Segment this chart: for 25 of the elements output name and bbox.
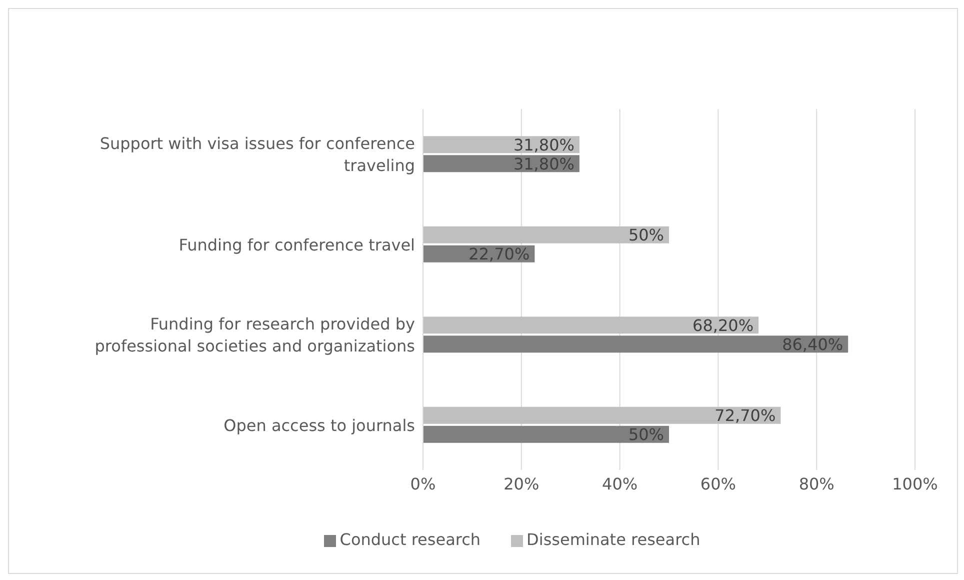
y-tick-label: Funding for conference travel bbox=[178, 234, 415, 254]
bar bbox=[423, 426, 669, 443]
bar bbox=[423, 316, 759, 334]
y-tick-label: Funding for research provided by professional societies and organizations bbox=[94, 314, 415, 356]
y-tick-label: Open access to journals bbox=[224, 415, 415, 434]
x-tick-label: 100% bbox=[892, 474, 938, 494]
x-tick-label: 80% bbox=[798, 474, 834, 494]
x-tick-label: 0% bbox=[410, 474, 436, 494]
y-tick-label: Support with visa issues for conference traveling bbox=[100, 134, 415, 175]
data-label: 68,20% bbox=[692, 316, 754, 335]
x-tick-label: 40% bbox=[602, 474, 638, 494]
bar bbox=[423, 226, 669, 244]
legend-label: Conduct research bbox=[340, 530, 481, 549]
bar bbox=[423, 406, 781, 424]
data-label: 50% bbox=[628, 425, 664, 444]
bar bbox=[423, 336, 848, 353]
legend-label: Disseminate research bbox=[526, 530, 700, 549]
data-label: 22,70% bbox=[468, 244, 530, 264]
data-label: 31,80% bbox=[513, 154, 574, 174]
data-label: 31,80% bbox=[513, 135, 574, 154]
x-tick-label: 20% bbox=[504, 474, 540, 494]
data-label: 72,70% bbox=[714, 406, 776, 426]
data-label: 50% bbox=[628, 226, 664, 245]
x-tick-label: 60% bbox=[700, 474, 736, 494]
data-label: 86,40% bbox=[782, 334, 844, 354]
